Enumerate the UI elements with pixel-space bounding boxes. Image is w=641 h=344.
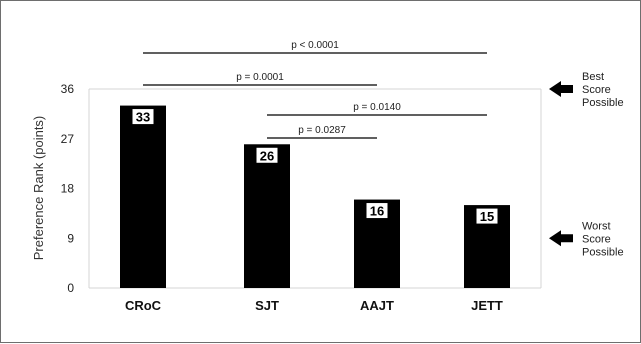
left-arrow-icon	[549, 230, 573, 247]
y-tick-label: 18	[61, 182, 75, 196]
significance-label: p = 0.0287	[298, 125, 346, 136]
annotation-text: Score	[582, 84, 611, 96]
significance-label: p = 0.0140	[353, 102, 401, 113]
y-tick-label: 0	[67, 281, 74, 295]
bar	[244, 144, 290, 288]
bars: 33 CRoC 26 SJT 16 AAJT 15 JETT	[120, 105, 510, 313]
category-label: SJT	[255, 298, 279, 313]
category-label: AAJT	[360, 298, 394, 313]
y-tick-label: 36	[61, 82, 75, 96]
significance-brackets: p < 0.0001 p = 0.0001 p = 0.0140 p = 0.0287	[143, 40, 487, 139]
data-label-box	[131, 108, 155, 126]
significance-label: p = 0.0001	[236, 72, 284, 83]
annotation-text: Worst	[582, 220, 611, 232]
y-tick-label: 27	[61, 132, 75, 146]
data-label: 15	[480, 209, 494, 224]
data-label-box	[475, 207, 499, 225]
data-label: 26	[260, 148, 274, 163]
data-label: 33	[136, 110, 150, 125]
annotation-text: Possible	[582, 246, 624, 258]
data-label-box	[255, 146, 279, 164]
y-axis-label: Preference Rank (points)	[31, 116, 46, 261]
annotation-text: Best	[582, 71, 604, 83]
annotation-text: Possible	[582, 97, 624, 109]
category-label: CRoC	[125, 298, 162, 313]
annotation-text: Score	[582, 233, 611, 245]
bar	[120, 105, 166, 288]
category-label: JETT	[471, 298, 503, 313]
significance-label: p < 0.0001	[291, 40, 339, 51]
left-arrow-icon	[549, 81, 573, 97]
y-tick-label: 9	[67, 231, 74, 245]
data-label-box	[365, 202, 389, 220]
data-label: 16	[370, 204, 384, 219]
